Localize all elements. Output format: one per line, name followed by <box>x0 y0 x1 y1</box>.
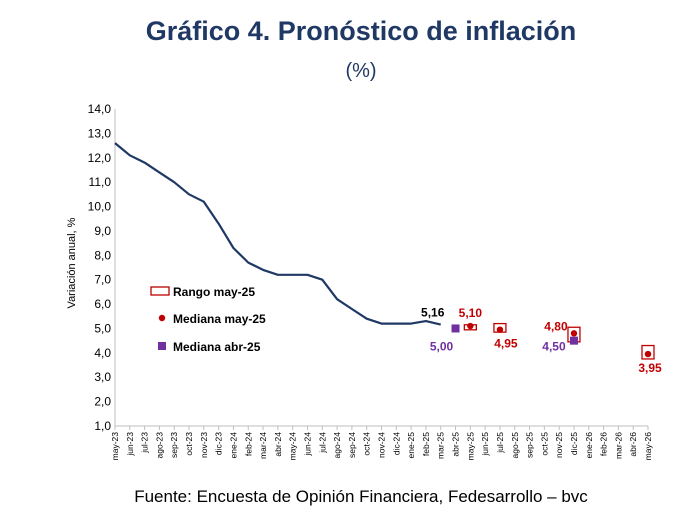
x-tick-label: may-26 <box>643 432 653 461</box>
x-tick-label: may-24 <box>288 432 298 461</box>
x-tick-label: oct-24 <box>362 432 372 456</box>
source-note: Fuente: Encuesta de Opinión Financiera, … <box>134 487 588 506</box>
y-tick-label: 4,0 <box>94 346 111 360</box>
x-tick-label: ene-24 <box>228 432 238 459</box>
chart-axes <box>114 109 649 430</box>
legend-range-swatch <box>150 286 170 296</box>
legend-median-abr25-swatch <box>158 342 166 350</box>
median-abr25-point <box>451 324 460 333</box>
y-tick-label: 11,0 <box>89 175 112 189</box>
x-tick-label: may-25 <box>465 432 475 461</box>
x-tick-label: jun-23 <box>125 432 135 457</box>
x-tick-label: sep-25 <box>525 432 535 458</box>
median-may25-label: 4,95 <box>494 337 518 351</box>
legend-median-may25-swatch <box>158 314 166 322</box>
annotation-label: 5,16 <box>421 306 445 320</box>
y-tick-label: 7,0 <box>94 273 111 287</box>
x-tick-label: nov-23 <box>199 432 209 458</box>
median-may25-point <box>467 322 474 330</box>
median-may25-point <box>644 350 652 358</box>
x-tick-label: mar-26 <box>613 432 623 459</box>
median-may25-point <box>570 330 578 337</box>
x-tick-label: feb-26 <box>599 432 609 456</box>
y-tick-label: 10,0 <box>88 200 112 214</box>
y-tick-label: 9,0 <box>94 224 111 238</box>
x-tick-label: nov-24 <box>377 432 387 458</box>
median-may25-label: 3,95 <box>638 361 662 375</box>
x-tick-label: abr-24 <box>273 432 283 457</box>
x-tick-label: sep-23 <box>169 432 179 458</box>
x-tick-label: jun-25 <box>480 432 490 457</box>
legend-median-abr25-label: Mediana abr-25 <box>173 340 261 354</box>
x-tick-label: ene-25 <box>406 432 416 459</box>
x-tick-label: dic-23 <box>214 432 224 455</box>
y-tick-labels: 1,0 2,0 3,0 4,0 5,0 6,0 7,0 8,0 9,0 10,0 11,0 12,0 1… <box>88 102 112 433</box>
x-tick-label: oct-23 <box>184 432 194 456</box>
x-tick-label: ago-25 <box>510 432 520 459</box>
chart-marks: 5,16 5,10 4,95 4,80 3,95 5,00 4,50 <box>114 142 662 375</box>
y-axis-label: Variación anual, % <box>66 217 78 308</box>
x-tick-label: ago-24 <box>332 432 342 459</box>
x-tick-label: mar-25 <box>436 432 446 459</box>
x-tick-label: abr-26 <box>628 432 638 457</box>
x-tick-label: ago-23 <box>154 432 164 459</box>
legend-median-may25-label: Mediana may-25 <box>173 312 266 326</box>
chart-title: Gráfico 4. Pronóstico de inflación <box>145 16 577 46</box>
x-tick-label: sep-24 <box>347 432 357 458</box>
y-tick-label: 1,0 <box>94 419 111 433</box>
x-tick-label: dic-24 <box>391 432 401 455</box>
median-may25-label: 4,80 <box>544 319 568 333</box>
x-tick-label: feb-25 <box>421 432 431 456</box>
x-tick-label: jun-24 <box>302 432 312 457</box>
y-tick-label: 5,0 <box>94 321 111 335</box>
legend-range-label: Rango may-25 <box>173 285 255 299</box>
y-tick-label: 8,0 <box>94 248 111 262</box>
inflation-history-line <box>114 142 441 326</box>
x-tick-labels: may-23 jun-23 jul-23 ago-23 sep-23 oct-23 nov-… <box>110 432 653 461</box>
y-tick-label: 14,0 <box>88 102 112 116</box>
median-may25-point <box>496 326 504 333</box>
x-tick-label: jul-23 <box>140 432 150 454</box>
x-tick-label: jul-24 <box>317 432 327 454</box>
y-tick-label: 12,0 <box>88 151 112 165</box>
x-tick-label: mar-24 <box>258 432 268 459</box>
x-tick-label: dic-25 <box>569 432 579 455</box>
x-tick-label: abr-25 <box>451 432 461 457</box>
x-tick-label: may-23 <box>110 432 120 461</box>
median-abr25-point <box>569 336 578 345</box>
x-tick-label: oct-25 <box>539 432 549 456</box>
median-abr25-label: 4,50 <box>542 340 566 354</box>
y-tick-label: 13,0 <box>88 126 112 140</box>
y-tick-label: 2,0 <box>94 395 111 409</box>
median-may25-label: 5,10 <box>459 306 483 320</box>
y-tick-label: 6,0 <box>94 297 111 311</box>
median-abr25-label: 5,00 <box>430 339 454 353</box>
x-tick-label: feb-24 <box>243 432 253 456</box>
x-tick-label: ene-26 <box>584 432 594 459</box>
x-tick-label: jul-25 <box>495 432 505 454</box>
x-tick-label: nov-25 <box>554 432 564 458</box>
range-box <box>641 344 655 360</box>
y-tick-label: 3,0 <box>94 370 111 384</box>
chart-subtitle: (%) <box>345 60 377 82</box>
legend: Rango may-25 Mediana may-25 Mediana abr-25 <box>150 285 266 354</box>
